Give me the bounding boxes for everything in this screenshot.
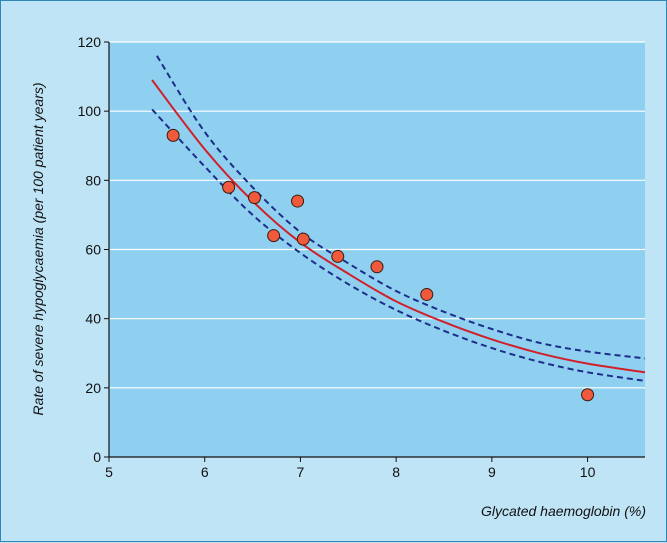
x-axis-label: Glycated haemoglobin (%) (481, 503, 646, 519)
data-point-2 (222, 180, 236, 194)
y-tick-label: 0 (93, 449, 101, 465)
lower-confidence-line (151, 108, 646, 382)
data-point-7 (331, 249, 345, 263)
data-point-3 (247, 191, 261, 205)
fit-curve-layer (151, 79, 646, 374)
data-point-5 (291, 194, 305, 208)
y-tick-label: 80 (85, 172, 101, 188)
data-point-6 (296, 232, 310, 246)
data-point-9 (420, 287, 434, 301)
upper-confidence-line (156, 55, 646, 360)
y-axis-label: Rate of severe hypoglycaemia (per 100 pa… (30, 82, 46, 415)
axes: 0 20 40 60 80 100 120 5 6 7 8 9 10 (78, 34, 645, 480)
x-tick-label: 9 (488, 464, 496, 480)
data-point-4 (267, 229, 281, 243)
y-tick-label: 60 (85, 242, 101, 258)
y-tick-label: 20 (85, 380, 101, 396)
y-tick-label: 40 (85, 311, 101, 327)
x-tick-label: 8 (392, 464, 400, 480)
y-tick-label: 120 (78, 34, 102, 50)
data-point-1 (166, 128, 180, 142)
x-tick-label: 6 (201, 464, 209, 480)
fit-curve (151, 79, 646, 374)
confidence-bands (151, 55, 646, 382)
data-point-10 (581, 388, 595, 402)
x-tick-label: 7 (297, 464, 305, 480)
gridlines (109, 41, 645, 389)
x-tick-label: 10 (580, 464, 596, 480)
x-tick-label: 5 (105, 464, 113, 480)
data-point-8 (370, 260, 384, 274)
y-tick-label: 100 (78, 103, 102, 119)
data-points (166, 128, 595, 402)
